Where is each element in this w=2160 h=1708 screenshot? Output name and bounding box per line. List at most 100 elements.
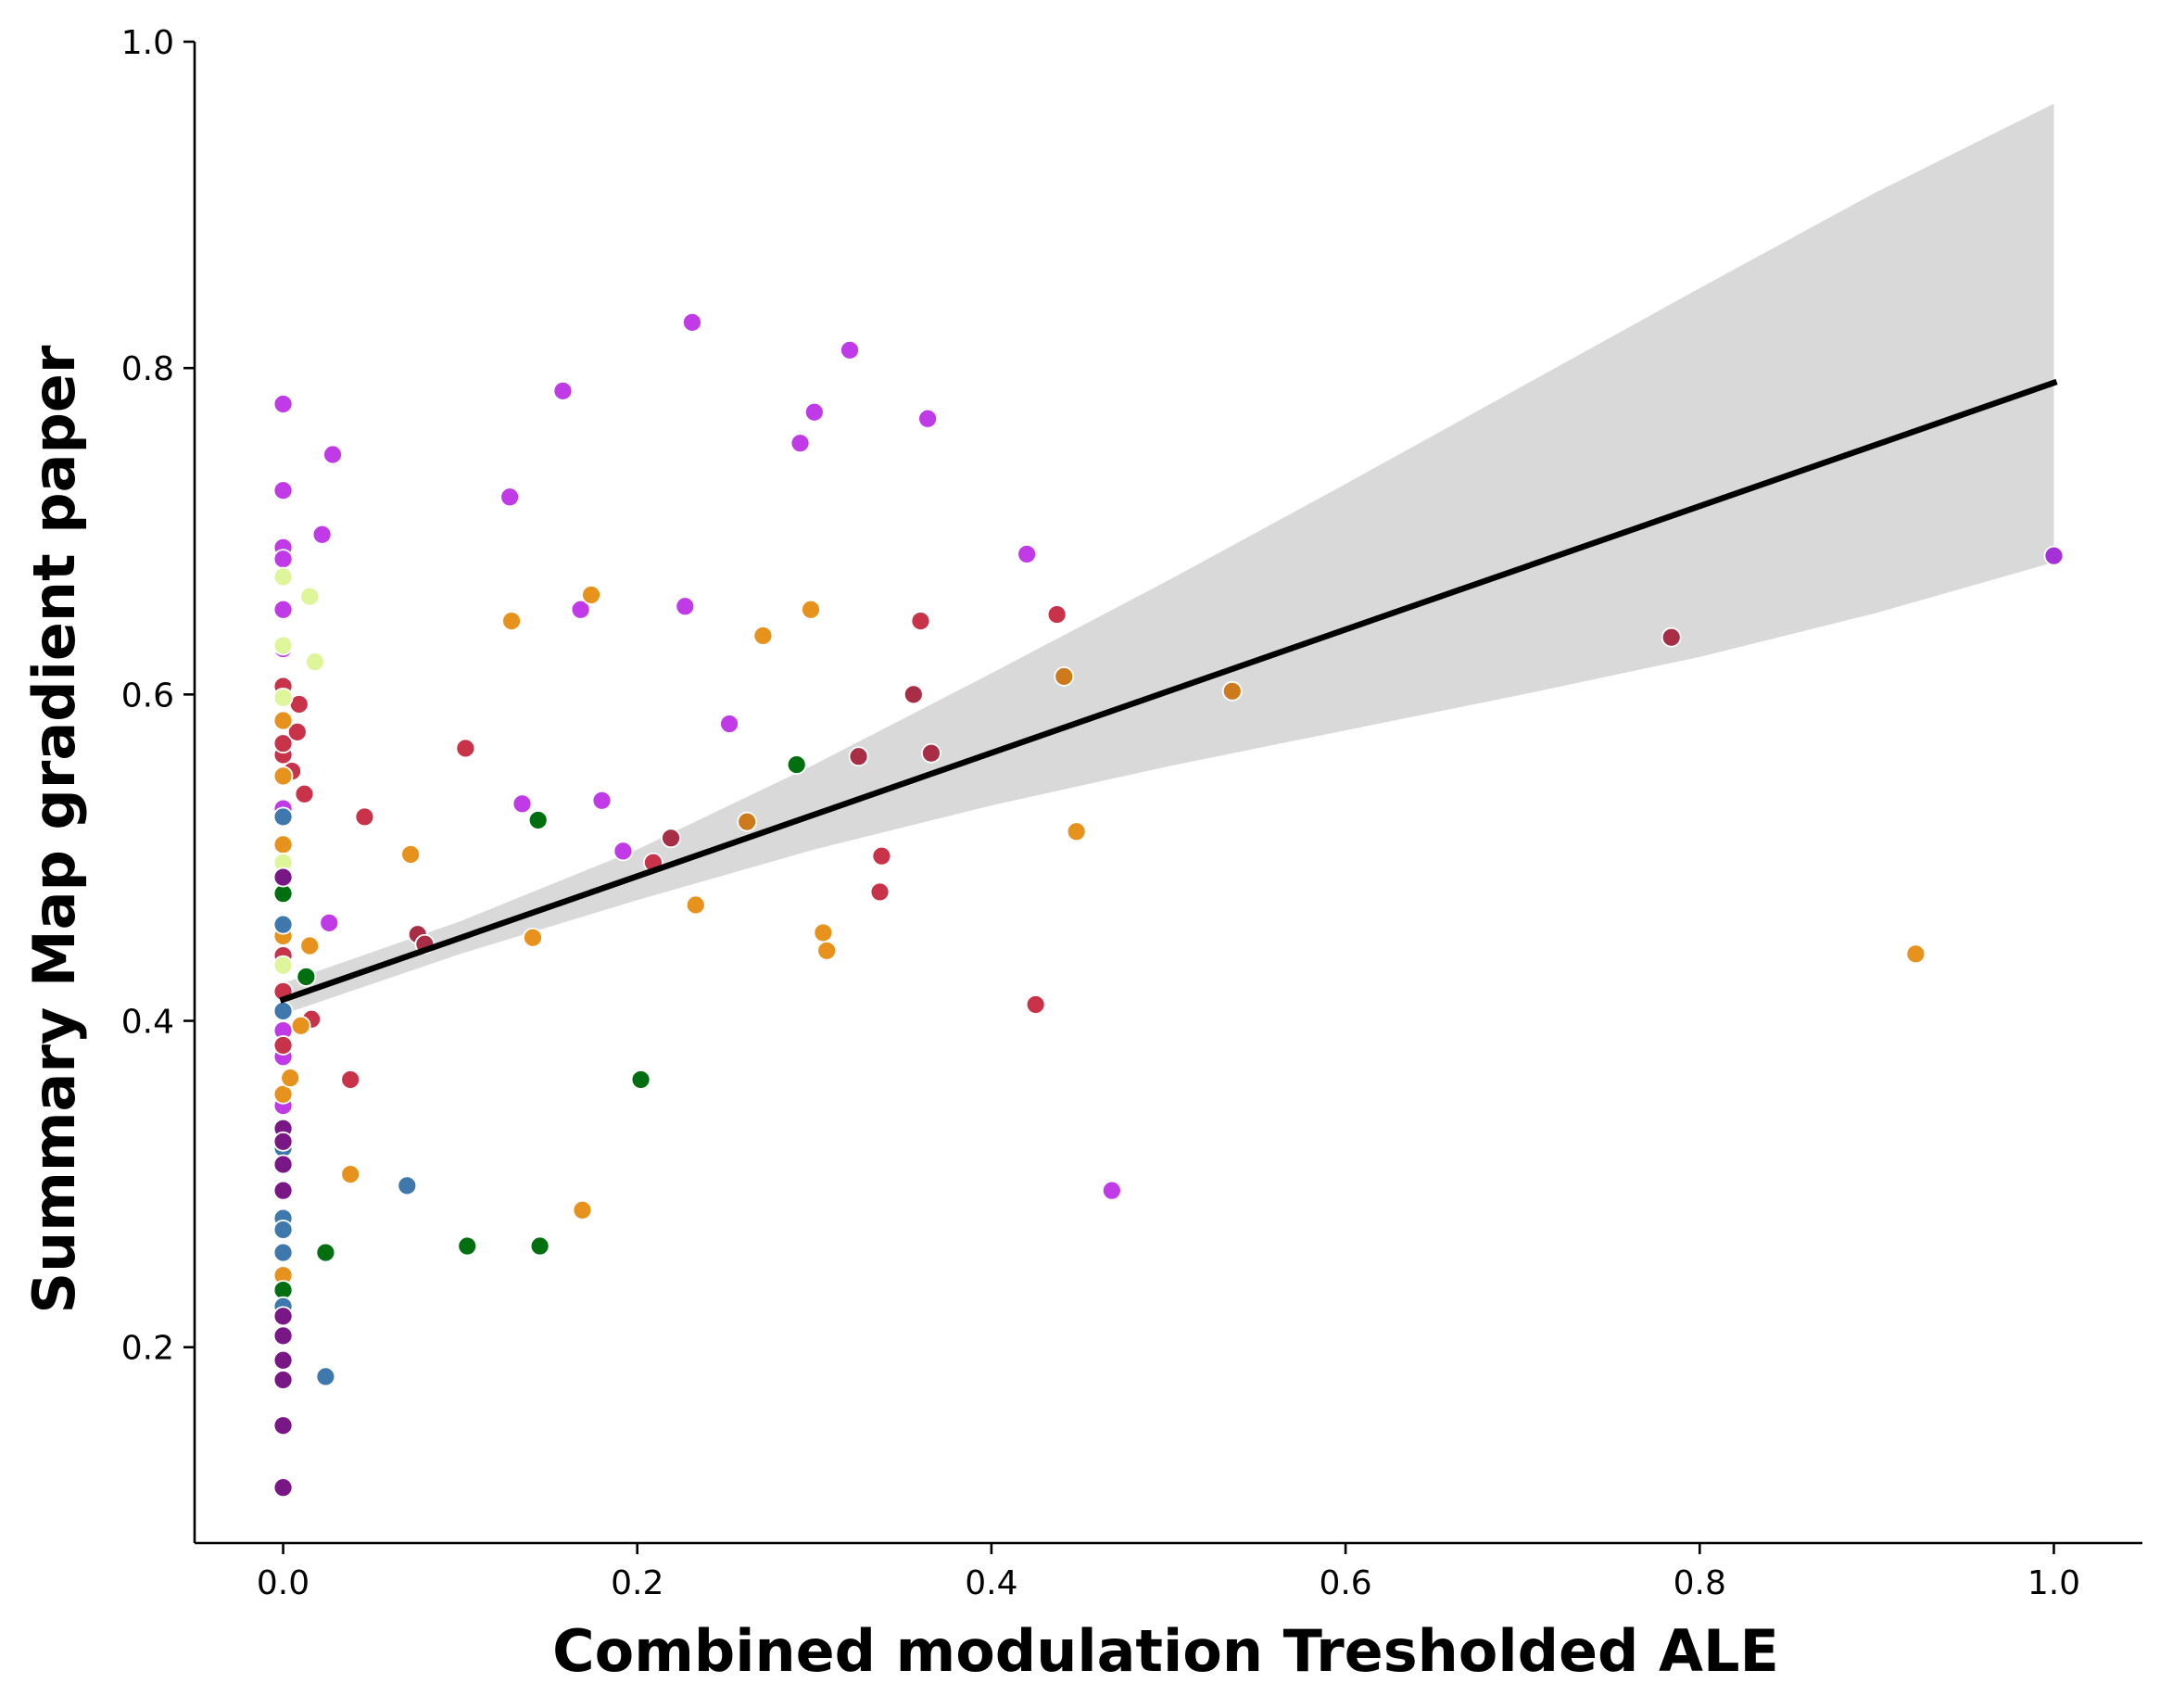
data-point (272, 806, 294, 828)
data-point (272, 834, 294, 855)
data-point (272, 1349, 294, 1371)
data-point (917, 408, 939, 429)
data-point (570, 599, 591, 620)
data-point (340, 1164, 361, 1184)
data-point (272, 635, 294, 656)
data-point (1066, 821, 1087, 842)
data-point (272, 1477, 294, 1499)
data-point (661, 828, 681, 849)
data-point (591, 790, 613, 811)
data-point (869, 881, 891, 903)
data-point (455, 738, 476, 759)
data-point (527, 810, 549, 830)
data-point (1054, 666, 1075, 687)
x-tick-label: 0.4 (965, 1564, 1017, 1602)
data-point (685, 894, 706, 916)
y-tick-label: 0.4 (121, 1004, 174, 1042)
data-point (848, 746, 869, 767)
data-point (286, 721, 308, 742)
data-point (910, 611, 931, 632)
data-point (529, 1235, 550, 1257)
data-point (272, 1035, 294, 1056)
data-point (903, 684, 924, 705)
data-point (630, 1069, 651, 1090)
data-point (2043, 545, 2065, 566)
data-point (789, 433, 811, 454)
data-point (840, 339, 860, 361)
data-point (1905, 943, 1926, 965)
data-point (272, 765, 294, 787)
data-point (272, 1306, 294, 1327)
data-point (272, 1415, 294, 1436)
data-point (1661, 626, 1682, 648)
data-point (523, 927, 543, 948)
data-point (572, 1199, 593, 1221)
data-point (397, 1175, 418, 1196)
data-point (272, 549, 294, 570)
data-point (1025, 994, 1046, 1015)
data-point (299, 935, 321, 956)
data-point (272, 566, 294, 588)
data-point (1221, 680, 1243, 702)
data-point (400, 844, 422, 865)
data-point (1101, 1180, 1122, 1201)
data-point (272, 1325, 294, 1347)
data-point (581, 585, 601, 605)
data-point (296, 967, 317, 987)
data-point (675, 596, 696, 617)
data-point (319, 912, 340, 933)
regression-line-layer (279, 378, 2058, 1004)
x-tick-label: 0.0 (257, 1564, 309, 1602)
confidence-band (283, 103, 2054, 1015)
data-point (921, 742, 941, 764)
data-point (311, 524, 333, 545)
data-point (272, 1220, 294, 1240)
y-ticks: 0.2 0.4 0.6 0.8 1.0 (121, 24, 195, 1368)
data-point (457, 1235, 478, 1257)
x-tick-label: 0.6 (1319, 1564, 1371, 1602)
x-tick-label: 0.8 (1674, 1564, 1726, 1602)
data-point (499, 487, 521, 508)
data-point (272, 710, 294, 731)
y-tick-label: 0.2 (121, 1330, 174, 1368)
data-point (272, 1001, 294, 1021)
y-tick-label: 1.0 (121, 24, 174, 62)
data-point (299, 586, 321, 607)
data-point (354, 806, 375, 828)
data-points-layer (272, 311, 2065, 1499)
data-point (272, 394, 294, 414)
data-point (272, 733, 294, 754)
data-point (813, 922, 834, 943)
y-tick-label: 0.6 (121, 677, 174, 715)
data-point (1017, 544, 1038, 564)
data-point (752, 626, 774, 646)
data-point (340, 1069, 361, 1090)
data-point (272, 1370, 294, 1390)
data-point (294, 783, 315, 804)
data-point (272, 955, 294, 976)
data-point (816, 940, 838, 961)
data-point (803, 401, 825, 423)
data-point (272, 1154, 294, 1175)
data-point (871, 845, 892, 867)
data-point (272, 687, 294, 708)
y-axis-title: Summary Map gradient paper (20, 345, 88, 1313)
data-point (272, 599, 294, 620)
axes-layer (193, 42, 2142, 1545)
data-point (719, 714, 739, 734)
data-point (801, 599, 821, 620)
x-axis-title: Combined modulation Tresholded ALE (552, 1617, 1779, 1685)
data-point (737, 811, 758, 832)
data-point (512, 793, 533, 815)
data-point (272, 867, 294, 888)
y-tick-label: 0.8 (121, 350, 174, 388)
confidence-band-layer (283, 103, 2054, 1015)
data-point (272, 480, 294, 501)
data-point (786, 754, 807, 775)
regression-line (279, 378, 2058, 1004)
data-point (290, 1015, 311, 1036)
data-point (552, 380, 574, 401)
data-point (682, 311, 702, 333)
